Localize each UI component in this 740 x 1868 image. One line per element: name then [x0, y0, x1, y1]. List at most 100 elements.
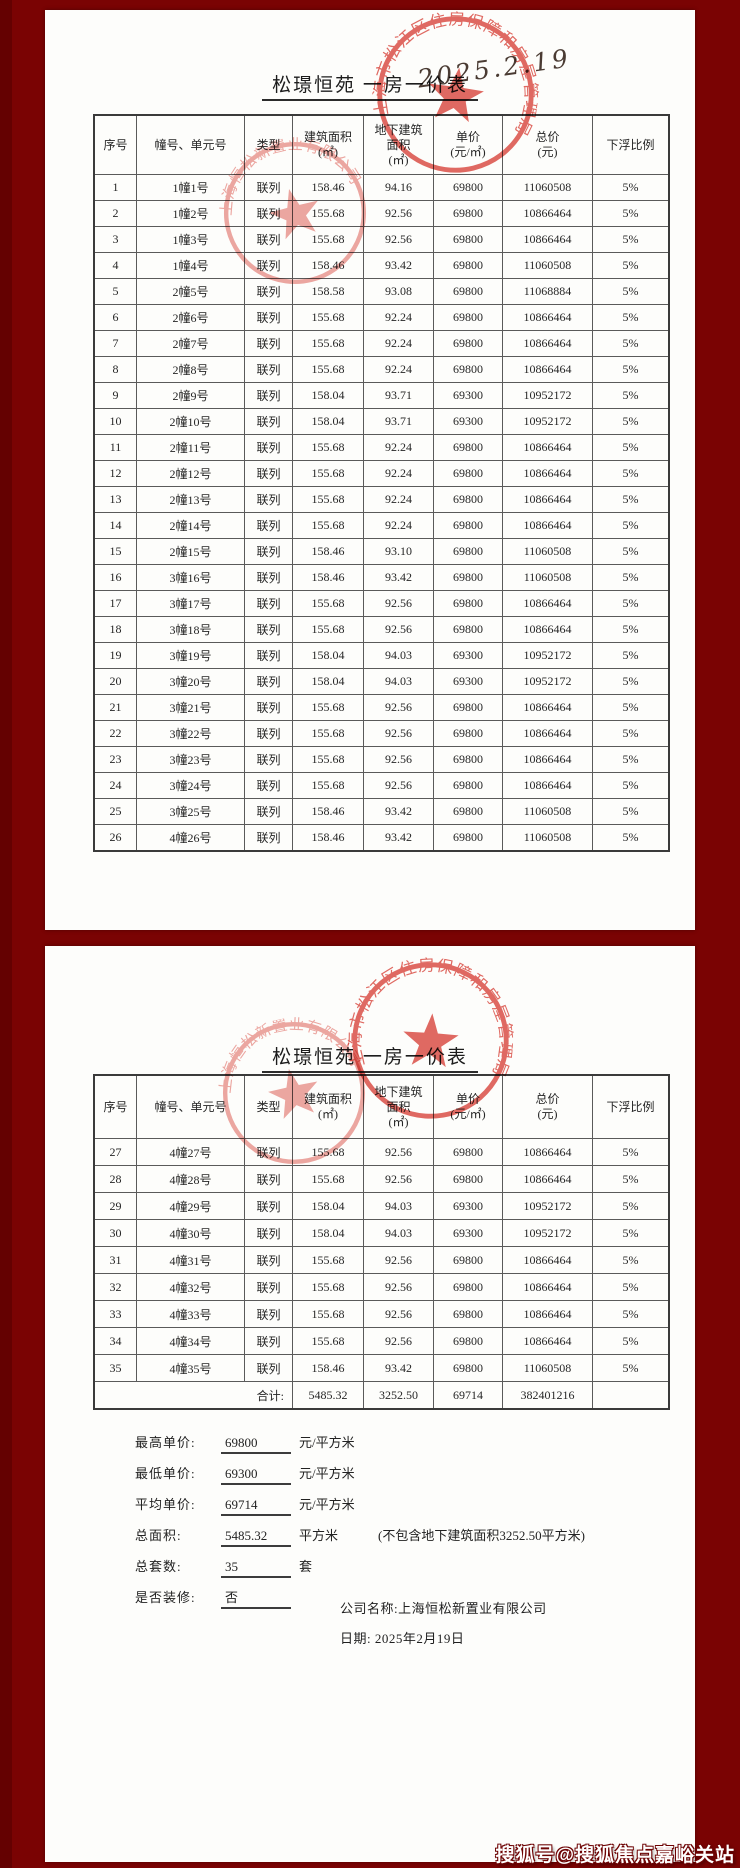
- table-cell: 3幢20号: [136, 668, 245, 695]
- summary-value: 5485.32: [221, 1528, 291, 1547]
- table-cell: 158.04: [292, 408, 364, 435]
- table-cell: 2幢11号: [136, 434, 245, 461]
- table-cell: 联列: [244, 304, 293, 331]
- table-cell: 155.68: [292, 1246, 364, 1274]
- table-cell: 92.56: [363, 590, 434, 617]
- table-cell: 158.46: [292, 1354, 364, 1382]
- document-page-2: 松璟恒苑 一房一价表 序号 幢号、单元号 类型 建筑面积 (㎡) 地下建筑 面积 (㎡)…: [45, 946, 695, 1862]
- summary-label: 最低单价:: [135, 1466, 196, 1481]
- table-cell: 3幢24号: [136, 772, 245, 799]
- table-cell: 17: [93, 590, 137, 617]
- table-cell: 27: [93, 1138, 137, 1166]
- table-cell: 21: [93, 694, 137, 721]
- table-cell: 92.56: [363, 200, 434, 227]
- table-cell: 69800: [433, 694, 503, 721]
- table-cell: 联列: [244, 642, 293, 669]
- table-cell: 33: [93, 1300, 137, 1328]
- table-cell: 5%: [592, 278, 670, 305]
- table-cell: 155.68: [292, 304, 364, 331]
- table-cell: 93.42: [363, 252, 434, 279]
- table-cell: 15: [93, 538, 137, 565]
- table-cell: 联列: [244, 408, 293, 435]
- table-cell: 4: [93, 252, 137, 279]
- table-cell: 158.58: [292, 278, 364, 305]
- total-cell: 69714: [433, 1381, 503, 1410]
- table-cell: 11060508: [502, 824, 593, 852]
- table-cell: 10952172: [502, 408, 593, 435]
- table-cell: 联列: [244, 356, 293, 383]
- table-cell: 联列: [244, 278, 293, 305]
- table-cell: 5%: [592, 330, 670, 357]
- table-cell: 3幢19号: [136, 642, 245, 669]
- table-cell: 30: [93, 1219, 137, 1247]
- table-cell: 3幢22号: [136, 720, 245, 747]
- table-cell: 4幢32号: [136, 1273, 245, 1301]
- table-cell: 26: [93, 824, 137, 852]
- table-cell: 5%: [592, 746, 670, 773]
- table-cell: 155.68: [292, 1138, 364, 1166]
- table-cell: 69800: [433, 564, 503, 591]
- total-cell: 5485.32: [292, 1381, 364, 1410]
- table-cell: 5%: [592, 1246, 670, 1274]
- price-table-page1: 序号 幢号、单元号 类型 建筑面积 (㎡) 地下建筑 面积 (㎡) 单价 (元/㎡) 总价 …: [93, 114, 670, 852]
- table-cell: 155.68: [292, 720, 364, 747]
- table-cell: 69300: [433, 408, 503, 435]
- table-cell: 联列: [244, 616, 293, 643]
- column-header: 下浮比例: [592, 1074, 670, 1139]
- table-cell: 155.68: [292, 200, 364, 227]
- table-cell: 联列: [244, 564, 293, 591]
- table-cell: 5%: [592, 1273, 670, 1301]
- total-row: 合计: 5485.32 3252.50 69714 382401216: [93, 1381, 670, 1410]
- table-cell: 联列: [244, 1327, 293, 1355]
- table-cell: 69800: [433, 226, 503, 253]
- table-cell: 3幢21号: [136, 694, 245, 721]
- table-cell: 2幢5号: [136, 278, 245, 305]
- table-cell: 69300: [433, 668, 503, 695]
- table-cell: 5%: [592, 616, 670, 643]
- summary-item: 平均单价: 69714 元/平方米: [135, 1494, 675, 1516]
- table-cell: 69800: [433, 772, 503, 799]
- table-cell: 5%: [592, 824, 670, 852]
- table-cell: 4幢29号: [136, 1192, 245, 1220]
- page-title-text: 松璟恒苑 一房一价表: [262, 1047, 478, 1073]
- table-cell: 5%: [592, 434, 670, 461]
- table-cell: 5%: [592, 590, 670, 617]
- table-cell: 联列: [244, 1354, 293, 1382]
- table-cell: 10866464: [502, 720, 593, 747]
- table-cell: 158.04: [292, 1192, 364, 1220]
- table-cell: 158.04: [292, 382, 364, 409]
- table-cell: 92.24: [363, 434, 434, 461]
- table-cell: 8: [93, 356, 137, 383]
- summary-label: 平均单价:: [135, 1497, 196, 1512]
- table-cell: 69800: [433, 538, 503, 565]
- table-cell: 23: [93, 746, 137, 773]
- sohu-watermark: 搜狐号@搜狐焦点嘉峪关站: [495, 1845, 735, 1866]
- table-cell: 5%: [592, 1165, 670, 1193]
- table-cell: 11060508: [502, 538, 593, 565]
- table-cell: 155.68: [292, 772, 364, 799]
- table-cell: 11060508: [502, 564, 593, 591]
- table-cell: 69800: [433, 746, 503, 773]
- table-cell: 2幢9号: [136, 382, 245, 409]
- table-cell: 158.46: [292, 564, 364, 591]
- table-cell: 联列: [244, 382, 293, 409]
- summary-label: 总套数:: [135, 1559, 182, 1574]
- table-cell: 69800: [433, 798, 503, 825]
- table-row: 28 4幢28号 联列 155.68 92.56 69800 10866464 5%: [93, 1165, 670, 1193]
- table-cell: 155.68: [292, 330, 364, 357]
- table-cell: 5%: [592, 408, 670, 435]
- table-cell: 69800: [433, 460, 503, 487]
- table-cell: 94.03: [363, 1192, 434, 1220]
- table-row: 18 3幢18号 联列 155.68 92.56 69800 10866464 5%: [93, 616, 670, 643]
- total-label: 合计:: [93, 1381, 293, 1410]
- table-row: 30 4幢30号 联列 158.04 94.03 69300 10952172 5%: [93, 1219, 670, 1247]
- table-cell: 69800: [433, 616, 503, 643]
- table-cell: 11068884: [502, 278, 593, 305]
- column-header: 地下建筑 面积 (㎡): [363, 114, 434, 175]
- summary-note: (不包含地下建筑面积3252.50平方米): [378, 1528, 585, 1543]
- table-cell: 93.08: [363, 278, 434, 305]
- summary-value: 69800: [221, 1435, 291, 1454]
- table-cell: 18: [93, 616, 137, 643]
- table-cell: 158.46: [292, 174, 364, 201]
- table-cell: 5%: [592, 252, 670, 279]
